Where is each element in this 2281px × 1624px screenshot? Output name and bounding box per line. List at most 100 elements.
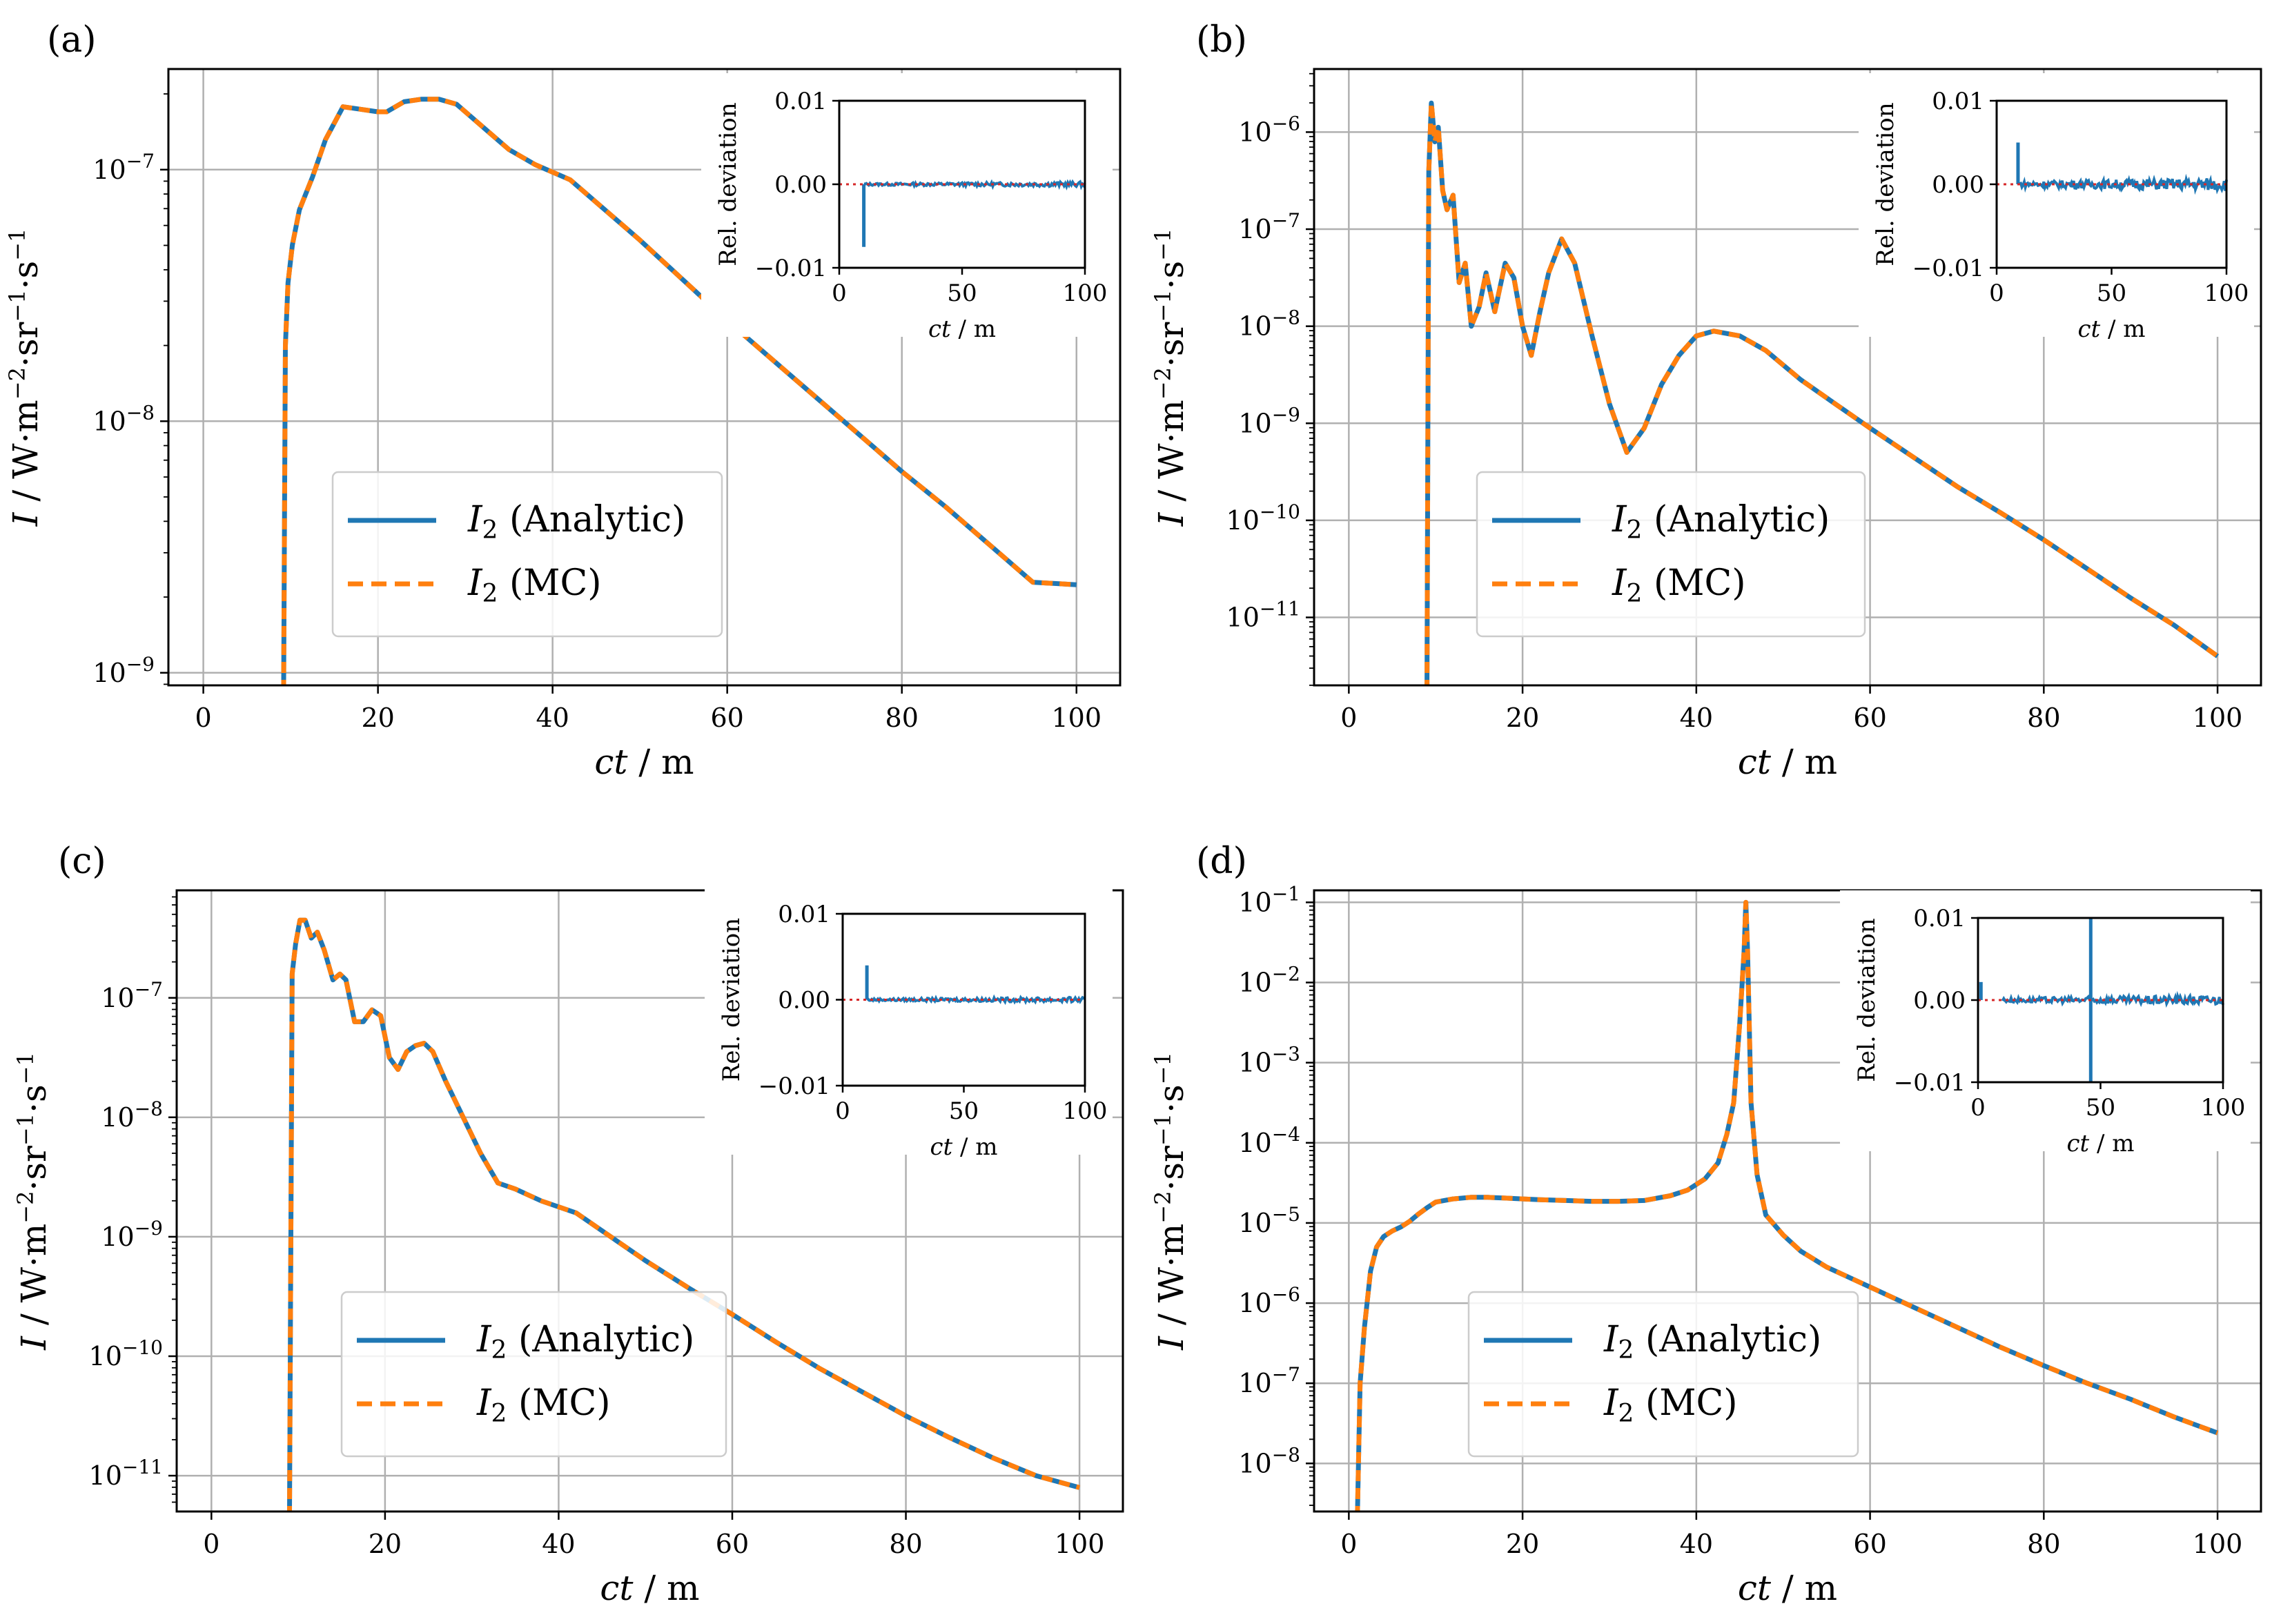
y-tick-label: 10−9 [92, 653, 155, 688]
legend-box [1467, 1291, 1859, 1458]
inset-background [705, 886, 1113, 1155]
inset-y-tick-label: 0.01 [1913, 905, 1966, 932]
y-tick-label: 10−9 [101, 1217, 163, 1252]
x-tick-label: 60 [716, 1529, 749, 1559]
series-mc-line [1355, 899, 2219, 1512]
y-tick-label: 10−7 [1238, 209, 1300, 244]
legend-label-analytic: I2 (Analytic) [467, 499, 685, 545]
inset-y-tick-label: −0.01 [758, 1073, 830, 1100]
inset-y-tick-label: −0.01 [1912, 255, 1984, 282]
x-tick-label: 40 [1680, 703, 1713, 733]
y-tick-label: 10−9 [1238, 403, 1300, 438]
inset-x-title: ct / m [928, 315, 996, 343]
legend-box [331, 471, 723, 638]
inset-y-tick-label: −0.01 [1894, 1069, 1966, 1097]
x-tick-label: 80 [2027, 703, 2060, 733]
inset-y-tick-label: 0.01 [778, 901, 830, 928]
inset-x-title: ct / m [2077, 315, 2145, 343]
x-axis-title: ct / m [594, 742, 694, 782]
inset-x-tick-label: 0 [1970, 1094, 1986, 1122]
legend-label-mc: I2 (MC) [1603, 1382, 1738, 1428]
x-tick-label: 40 [536, 703, 569, 733]
inset-background [701, 73, 1113, 337]
inset-x-tick-label: 100 [1063, 280, 1108, 307]
plot-frame [1313, 889, 2262, 1513]
inset-x-tick-label: 0 [832, 280, 847, 307]
series-analytic-line [287, 917, 1081, 1512]
inset-y-tick-label: 0.00 [1913, 987, 1966, 1015]
y-axis-title: I / W·m−2·sr−1·s−1 [1150, 1052, 1191, 1351]
y-tick-label: 10−10 [89, 1336, 163, 1371]
legend: I2 (Analytic) I2 (MC) [340, 1291, 727, 1458]
inset-x-tick-label: 50 [949, 1097, 979, 1125]
x-axis-title: ct / m [1738, 1568, 1837, 1608]
legend-label-analytic: I2 (Analytic) [1612, 499, 1830, 545]
x-tick-label: 60 [1853, 1529, 1886, 1559]
y-axis-title: I / W·m−2·sr−1·s−1 [12, 1052, 54, 1351]
inset-x-tick-label: 50 [2097, 280, 2126, 307]
panel-label: (a) [47, 19, 97, 61]
plot-frame [167, 68, 1122, 687]
x-tick-label: 0 [1340, 1529, 1357, 1559]
y-tick-label: 10−5 [1238, 1203, 1300, 1238]
y-tick-label: 10−8 [1238, 306, 1300, 342]
inset-x-title: ct / m [930, 1133, 997, 1161]
legend-label-analytic: I2 (Analytic) [1603, 1319, 1821, 1364]
plot-frame [175, 889, 1124, 1513]
legend-label-mc: I2 (MC) [476, 1382, 611, 1428]
x-tick-label: 20 [1506, 703, 1539, 733]
inset-y-tick-label: 0.00 [774, 171, 827, 199]
x-axis-title: ct / m [600, 1568, 699, 1608]
inset-y-tick-label: 0.01 [774, 88, 827, 115]
inset: 0 50 100 −0.01 0.00 0.01 Rel. deviation ct / m [701, 73, 1113, 343]
inset-background [1859, 73, 2254, 337]
series-mc-line [281, 97, 1077, 686]
legend: I2 (Analytic) I2 (MC) [1476, 471, 1866, 638]
inset-x-tick-label: 50 [947, 280, 977, 307]
inset-y-title: Rel. deviation [714, 102, 742, 266]
x-tick-label: 100 [1051, 703, 1102, 733]
x-tick-label: 100 [1055, 1529, 1105, 1559]
inset-x-tick-label: 0 [835, 1097, 850, 1125]
y-tick-label: 10−3 [1238, 1043, 1300, 1078]
y-axis-title: I / W·m−2·sr−1·s−1 [1150, 228, 1191, 527]
y-tick-label: 10−7 [92, 150, 155, 185]
x-tick-label: 0 [203, 1529, 219, 1559]
inset-y-tick-label: −0.01 [755, 255, 827, 282]
legend: I2 (Analytic) I2 (MC) [331, 471, 723, 638]
x-tick-label: 80 [889, 1529, 922, 1559]
inset-x-tick-label: 0 [1989, 280, 2004, 307]
y-tick-label: 10−6 [1238, 112, 1300, 147]
inset-y-title: Rel. deviation [1853, 918, 1881, 1082]
panel-label: (b) [1196, 19, 1247, 61]
inset-y-title: Rel. deviation [718, 918, 745, 1082]
inset-x-tick-label: 100 [2201, 1094, 2246, 1122]
y-tick-label: 10−11 [1226, 598, 1300, 633]
legend-box [1476, 471, 1866, 638]
inset-x-title: ct / m [2066, 1130, 2134, 1157]
y-tick-label: 10−10 [1226, 500, 1300, 536]
inset-y-tick-label: 0.01 [1932, 88, 1984, 115]
y-tick-label: 10−1 [1238, 882, 1300, 917]
series-mc-line [1425, 100, 2220, 686]
inset-x-tick-label: 50 [2086, 1094, 2115, 1122]
x-tick-label: 40 [1680, 1529, 1713, 1559]
x-tick-label: 100 [2193, 1529, 2243, 1559]
inset: 0 50 100 −0.01 0.00 0.01 Rel. deviation ct / m [1840, 890, 2251, 1157]
inset-deviation-line [2001, 990, 2224, 1008]
inset-x-tick-label: 100 [1063, 1097, 1108, 1125]
inset-x-tick-label: 100 [2204, 280, 2249, 307]
y-tick-label: 10−6 [1238, 1283, 1300, 1318]
panel-b: (b) 0 20 40 60 80 100 10−11 10−10 10−9 10−8 10−7 10−… [1150, 19, 2262, 782]
inset-y-tick-label: 0.00 [778, 987, 830, 1015]
panel-c: (c) 0 20 40 60 80 100 10−11 10−10 10−9 10−8 10−7 ct … [12, 841, 1124, 1608]
x-tick-label: 20 [369, 1529, 402, 1559]
panel-a: (a) 0 20 40 60 80 100 10−9 10−8 10−7 ct / m I / W·m… [4, 19, 1122, 782]
y-tick-label: 10−8 [101, 1097, 163, 1133]
inset-y-tick-label: 0.00 [1932, 171, 1984, 199]
inset: 0 50 100 −0.01 0.00 0.01 Rel. deviation ct / m [705, 886, 1113, 1161]
x-tick-label: 0 [195, 703, 212, 733]
x-tick-label: 0 [1340, 703, 1357, 733]
plot-frame [1313, 68, 2262, 687]
